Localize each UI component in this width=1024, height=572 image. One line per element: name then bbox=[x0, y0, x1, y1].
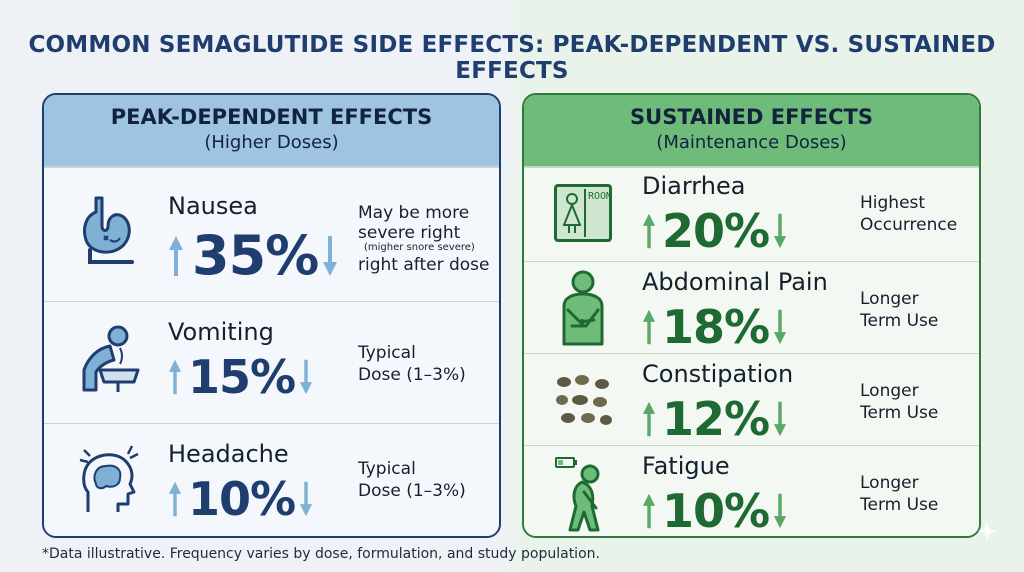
peak-dependent-panel: PEAK-DEPENDENT EFFECTS (Higher Doses) Na… bbox=[42, 93, 501, 538]
arrow-up-icon bbox=[642, 401, 656, 437]
effect-stat: 10% bbox=[168, 472, 313, 526]
effect-note: Typical Dose (1–3%) bbox=[358, 459, 466, 501]
woman-figure-icon bbox=[562, 193, 582, 233]
effect-row-abdominal-pain: Abdominal Pain 18% Longer Term Use bbox=[524, 261, 979, 354]
effect-percentage: 12% bbox=[662, 392, 770, 446]
sustained-panel-subheading: (Maintenance Doses) bbox=[656, 132, 847, 153]
effect-percentage: 35% bbox=[192, 224, 319, 287]
effect-name: Nausea bbox=[168, 192, 258, 220]
page-title: COMMON SEMAGLUTIDE SIDE EFFECTS: PEAK-DE… bbox=[28, 32, 996, 84]
effect-note: Highest Occurrence bbox=[860, 193, 958, 235]
effect-name: Headache bbox=[168, 440, 289, 468]
arrow-up-icon bbox=[168, 481, 182, 517]
effect-percentage: 18% bbox=[662, 300, 770, 354]
effect-note: Longer Term Use bbox=[860, 473, 939, 515]
arrow-down-icon bbox=[300, 359, 313, 395]
arrow-up-icon bbox=[168, 359, 182, 395]
stomach-icon bbox=[82, 196, 134, 264]
effect-note: May be more severe right (migher snore s… bbox=[358, 203, 490, 275]
abdominal-pain-icon bbox=[562, 270, 604, 346]
effect-percentage: 10% bbox=[662, 484, 770, 538]
effect-note: Longer Term Use bbox=[860, 289, 939, 331]
effect-name: Vomiting bbox=[168, 318, 274, 346]
restroom-icon: ROOM bbox=[554, 184, 612, 242]
effect-stat: 10% bbox=[642, 484, 787, 538]
sustained-panel-heading: SUSTAINED EFFECTS bbox=[630, 105, 873, 129]
effect-row-diarrhea: ROOM Diarrhea 20% Highest Occurrence bbox=[524, 167, 979, 261]
effect-note: Typical Dose (1–3%) bbox=[358, 343, 466, 385]
effect-row-vomiting: Vomiting 15% Typical Dose (1–3%) bbox=[44, 301, 499, 423]
restroom-room-label: ROOM bbox=[588, 191, 613, 202]
arrow-down-icon bbox=[774, 213, 787, 249]
arrow-up-icon bbox=[642, 213, 656, 249]
effect-stat: 15% bbox=[168, 350, 313, 404]
arrow-up-icon bbox=[169, 235, 183, 276]
effect-row-constipation: Constipation 12% Longer Term Use bbox=[524, 353, 979, 446]
arrow-down-icon bbox=[774, 309, 787, 345]
sustained-panel: SUSTAINED EFFECTS (Maintenance Doses) RO… bbox=[522, 93, 981, 538]
effect-name: Constipation bbox=[642, 360, 794, 388]
effect-name: Diarrhea bbox=[642, 172, 746, 200]
effect-note: Longer Term Use bbox=[860, 381, 939, 423]
arrow-up-icon bbox=[642, 309, 656, 345]
effect-name: Fatigue bbox=[642, 452, 730, 480]
peak-panel-header: PEAK-DEPENDENT EFFECTS (Higher Doses) bbox=[44, 95, 499, 167]
effect-percentage: 15% bbox=[188, 350, 296, 404]
arrow-down-icon bbox=[300, 481, 313, 517]
effect-row-headache: Headache 10% Typical Dose (1–3%) bbox=[44, 423, 499, 536]
effect-percentage: 20% bbox=[662, 204, 770, 258]
footnote: *Data illustrative. Frequency varies by … bbox=[42, 546, 600, 562]
effect-stat: 35% bbox=[168, 224, 338, 287]
effect-percentage: 10% bbox=[188, 472, 296, 526]
vomiting-person-icon bbox=[82, 325, 140, 392]
effect-row-nausea: Nausea 35% May be more severe right (mig… bbox=[44, 167, 499, 301]
peak-panel-heading: PEAK-DEPENDENT EFFECTS bbox=[110, 105, 433, 129]
arrow-up-icon bbox=[642, 493, 656, 529]
effect-stat: 12% bbox=[642, 392, 787, 446]
headache-head-icon bbox=[79, 445, 139, 512]
effect-stat: 18% bbox=[642, 300, 787, 354]
effect-stat: 20% bbox=[642, 204, 787, 258]
peak-panel-subheading: (Higher Doses) bbox=[204, 132, 339, 153]
sparkle-icon bbox=[977, 521, 997, 541]
effect-name: Abdominal Pain bbox=[642, 268, 828, 296]
stool-pellets-icon bbox=[556, 375, 612, 425]
arrow-down-icon bbox=[774, 493, 787, 529]
arrow-down-icon bbox=[774, 401, 787, 437]
arrow-down-icon bbox=[323, 235, 338, 276]
effect-row-fatigue: Fatigue 10% Longer Term Use bbox=[524, 445, 979, 538]
tired-person-icon bbox=[555, 457, 600, 532]
sustained-panel-header: SUSTAINED EFFECTS (Maintenance Doses) bbox=[524, 95, 979, 167]
